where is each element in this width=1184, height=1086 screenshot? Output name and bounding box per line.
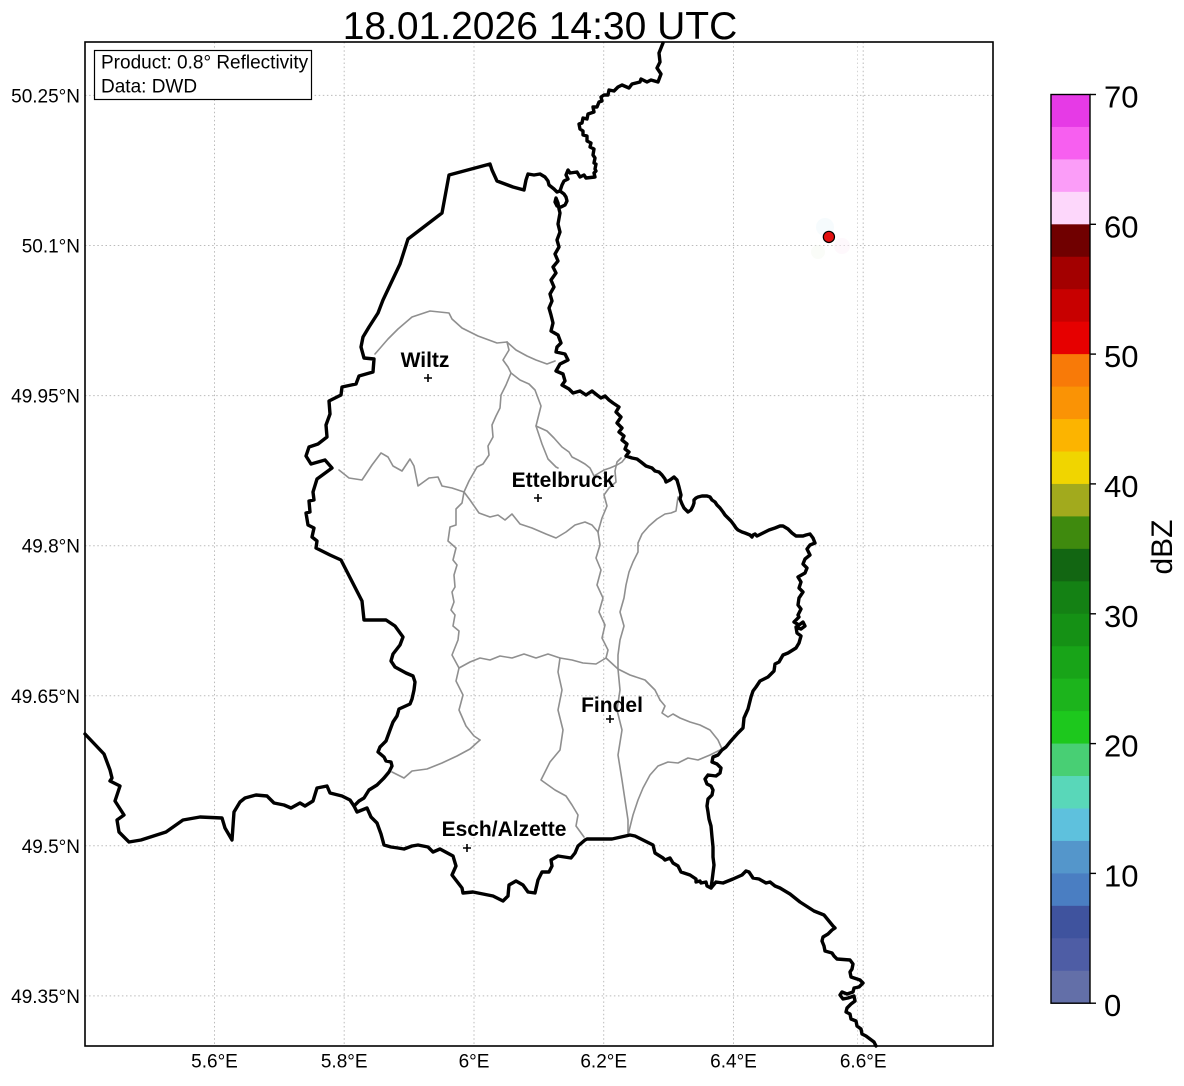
svg-text:60: 60 — [1104, 209, 1138, 244]
svg-text:50: 50 — [1104, 339, 1138, 374]
svg-text:18.01.2026 14:30 UTC: 18.01.2026 14:30 UTC — [343, 5, 738, 48]
svg-text:6.2°E: 6.2°E — [580, 1052, 627, 1073]
svg-text:20: 20 — [1104, 729, 1138, 764]
svg-text:6.4°E: 6.4°E — [710, 1052, 757, 1073]
svg-text:40: 40 — [1104, 469, 1138, 504]
svg-text:Data: DWD: Data: DWD — [101, 77, 197, 98]
svg-text:6°E: 6°E — [459, 1052, 490, 1073]
svg-text:6.6°E: 6.6°E — [840, 1052, 887, 1073]
svg-text:49.95°N: 49.95°N — [11, 387, 80, 408]
svg-text:dBZ: dBZ — [1146, 519, 1179, 574]
svg-text:49.35°N: 49.35°N — [11, 987, 80, 1008]
svg-text:Ettelbruck: Ettelbruck — [512, 469, 615, 492]
svg-text:5.6°E: 5.6°E — [191, 1052, 238, 1073]
svg-text:49.5°N: 49.5°N — [22, 837, 80, 858]
svg-text:70: 70 — [1104, 80, 1138, 115]
svg-text:49.65°N: 49.65°N — [11, 687, 80, 708]
svg-text:Findel: Findel — [581, 694, 643, 717]
svg-text:0: 0 — [1104, 988, 1121, 1023]
svg-text:30: 30 — [1104, 599, 1138, 634]
svg-text:50.1°N: 50.1°N — [22, 237, 80, 258]
svg-text:50.25°N: 50.25°N — [11, 86, 80, 107]
svg-text:10: 10 — [1104, 858, 1138, 893]
svg-text:Wiltz: Wiltz — [401, 349, 450, 372]
svg-text:49.8°N: 49.8°N — [22, 537, 80, 558]
svg-text:Esch/Alzette: Esch/Alzette — [442, 818, 567, 841]
svg-text:5.8°E: 5.8°E — [321, 1052, 368, 1073]
svg-text:Product: 0.8° Reflectivity: Product: 0.8° Reflectivity — [101, 53, 309, 74]
